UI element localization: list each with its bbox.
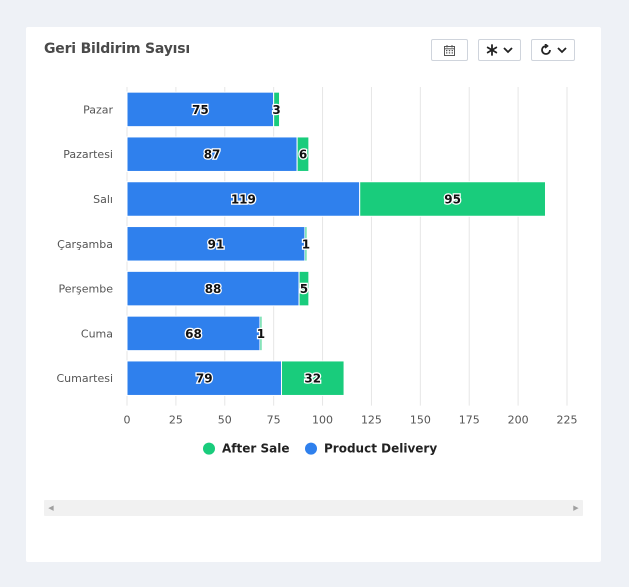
y-category-label: Çarşamba [57,238,113,251]
data-label: 68 [185,327,202,341]
x-tick-label: 25 [169,414,183,427]
data-label: 1 [302,237,310,251]
data-label: 119 [231,193,256,207]
data-label: 87 [204,148,221,162]
y-category-label: Salı [93,193,113,206]
x-tick-label: 225 [557,414,578,427]
x-tick-label: 50 [218,414,232,427]
bar-after-sale [359,181,546,217]
bar-after-sale [280,360,345,396]
x-tick-label: 200 [508,414,529,427]
x-tick-label: 75 [267,414,281,427]
bar-after-sale [273,91,281,128]
data-label: 32 [304,372,321,386]
x-tick-label: 0 [124,414,131,427]
filter-dropdown-button[interactable] [478,39,521,61]
data-label: 6 [299,148,307,162]
bar-after-sale [259,315,263,352]
calendar-icon [444,44,455,56]
chevron-down-icon [556,47,567,54]
y-category-label: Pazartesi [63,148,113,161]
scroll-left-arrow[interactable]: ◀ [48,504,54,512]
x-tick-label: 150 [410,414,431,427]
data-label: 88 [205,282,222,296]
data-label: 5 [300,282,308,296]
y-category-label: Pazar [83,103,113,116]
x-tick-label: 125 [361,414,382,427]
x-tick-label: 175 [459,414,480,427]
refresh-dropdown-button[interactable] [531,39,575,61]
legend-marker [203,442,215,455]
data-label: 3 [272,103,280,117]
data-label: 95 [444,193,461,207]
bar-product-delivery [126,360,282,396]
bar-after-sale [304,226,308,262]
chevron-down-icon [503,47,513,54]
bar-product-delivery [126,91,275,128]
legend-label: After Sale [222,442,289,456]
y-category-label: Cumartesi [57,372,114,385]
data-label: 91 [208,237,225,251]
y-category-label: Perşembe [59,283,114,296]
legend-marker [305,442,317,455]
horizontal-scrollbar[interactable]: ◀ ▶ [44,500,583,516]
card-title: Geri Bildirim Sayısı [44,41,190,57]
bar-product-delivery [126,136,298,172]
stacked-bar-chart: 0 25 50 75 100 125 150 175 200 225 Pazar 75 3 Pazarte… [57,87,578,456]
x-tick-label: 100 [312,414,333,427]
date-picker-button[interactable] [431,39,468,61]
bar-product-delivery [126,226,306,262]
data-label: 79 [196,372,213,386]
scroll-right-arrow[interactable]: ▶ [573,504,579,512]
chart-card: Geri Bildirim Sayısı [26,27,601,562]
bar-after-sale [296,136,310,172]
data-label: 1 [257,327,265,341]
y-category-label: Cuma [81,327,113,340]
asterisk-icon [486,44,498,56]
legend-label: Product Delivery [324,442,437,456]
data-label: 75 [192,103,209,117]
refresh-icon [540,44,551,55]
bar-after-sale [298,270,310,307]
